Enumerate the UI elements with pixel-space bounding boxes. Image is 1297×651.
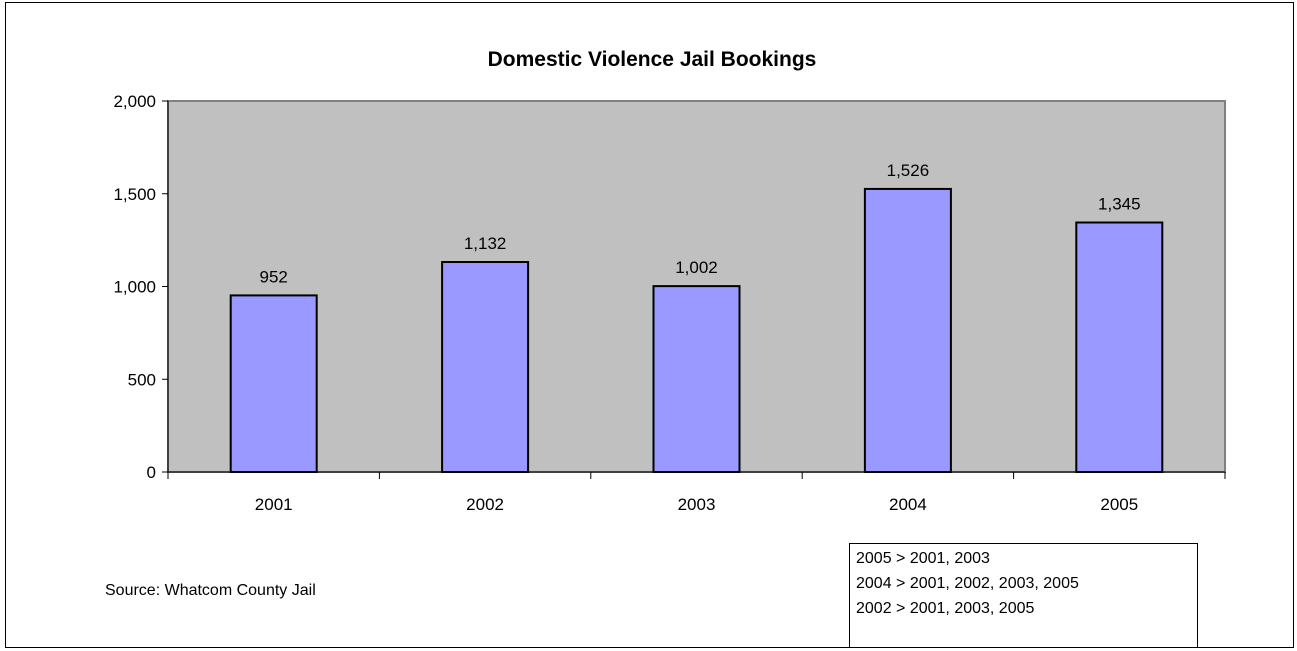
data-label: 1,132 <box>464 234 507 253</box>
x-tick-label: 2002 <box>466 495 504 514</box>
data-label: 1,526 <box>887 161 930 180</box>
y-axis: 0 500 1,000 1,500 2,000 <box>113 92 168 482</box>
comparison-note-line: 2005 > 2001, 2003 <box>856 546 1197 571</box>
y-tick-label: 0 <box>147 463 156 482</box>
x-tick-label: 2001 <box>255 495 293 514</box>
y-tick-label: 2,000 <box>113 92 156 111</box>
data-label: 1,345 <box>1098 195 1141 214</box>
x-tick-label: 2003 <box>678 495 716 514</box>
bar <box>231 295 317 472</box>
data-label: 952 <box>260 267 288 286</box>
y-tick-label: 1,500 <box>113 185 156 204</box>
x-tick-label: 2004 <box>889 495 927 514</box>
x-axis: 2001 2002 2003 2004 2005 <box>168 472 1225 514</box>
bar <box>865 189 951 472</box>
y-tick-label: 1,000 <box>113 278 156 297</box>
x-tick-label: 2005 <box>1100 495 1138 514</box>
source-note: Source: Whatcom County Jail <box>105 582 316 599</box>
comparison-note-line: 2004 > 2001, 2002, 2003, 2005 <box>856 571 1197 596</box>
bar <box>654 286 740 472</box>
comparison-note-line: 2002 > 2001, 2003, 2005 <box>856 596 1197 621</box>
comparison-note-box: 2005 > 2001, 2003 2004 > 2001, 2002, 200… <box>849 543 1198 648</box>
data-label: 1,002 <box>675 258 718 277</box>
bar <box>1076 223 1162 472</box>
y-tick-label: 500 <box>128 370 156 389</box>
bar <box>442 262 528 472</box>
chart-title: Domestic Violence Jail Bookings <box>488 48 817 71</box>
